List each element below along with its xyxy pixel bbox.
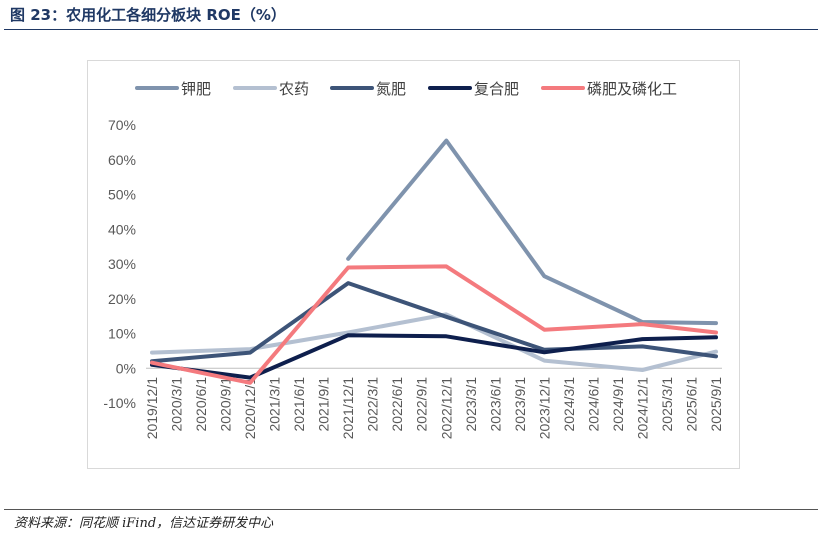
y-tick-label: 30%: [108, 256, 136, 272]
x-tick-label: 2023/12/1: [536, 377, 552, 439]
series-line: [346, 138, 718, 326]
y-tick-label: 20%: [108, 291, 136, 307]
x-tick-label: 2025/6/1: [683, 377, 699, 432]
series-line: [150, 312, 718, 372]
title-rule: [4, 29, 818, 30]
y-tick-label: 40%: [108, 221, 136, 237]
x-tick-label: 2020/9/1: [218, 377, 234, 432]
x-tick-label: 2022/3/1: [365, 377, 381, 432]
x-tick-label: 2020/12/1: [242, 377, 258, 439]
source-rule: [4, 509, 818, 510]
x-tick-label: 2023/3/1: [463, 377, 479, 432]
series-line: [150, 264, 718, 385]
y-tick-label: 0%: [116, 360, 136, 376]
legend-label: 农药: [279, 80, 309, 98]
x-tick-label: 2019/12/1: [144, 377, 160, 439]
series-line: [150, 281, 718, 364]
legend-label: 磷肥及磷化工: [587, 80, 677, 98]
y-tick-label: 10%: [108, 326, 136, 342]
y-axis-ticks: 70% 60% 50% 40% 30% 20% 10% 0% -10%: [103, 117, 136, 411]
x-tick-label: 2020/6/1: [193, 377, 209, 432]
x-tick-label: 2023/6/1: [487, 377, 503, 432]
legend-label: 复合肥: [474, 80, 519, 98]
legend-label: 钾肥: [181, 80, 211, 98]
x-tick-label: 2021/3/1: [267, 377, 283, 432]
x-tick-label: 2025/3/1: [659, 377, 675, 432]
x-tick-label: 2024/3/1: [561, 377, 577, 432]
y-tick-label: 50%: [108, 187, 136, 203]
x-tick-label: 2022/9/1: [414, 377, 430, 432]
x-tick-label: 2022/6/1: [389, 377, 405, 432]
chart-frame: [87, 60, 740, 469]
chart-legend: 钾肥 农药 氮肥 复合肥 磷肥及磷化工: [135, 80, 677, 98]
series-line: [150, 333, 718, 380]
x-tick-label: 2021/9/1: [316, 377, 332, 432]
x-tick-label: 2023/9/1: [512, 377, 528, 432]
x-tick-label: 2024/12/1: [634, 377, 650, 439]
series-lines: [150, 138, 718, 385]
x-axis-ticks: 2019/12/1 2020/3/1 2020/6/1 2020/9/1 2020/12…: [144, 377, 724, 440]
x-tick-label: 2024/9/1: [610, 377, 626, 432]
x-tick-label: 2024/6/1: [585, 377, 601, 432]
x-tick-label: 2025/9/1: [708, 377, 724, 432]
source-note: 资料来源：同花顺 iFind，信达证券研发中心: [14, 516, 274, 531]
y-tick-label: -10%: [103, 395, 136, 411]
figure-title: 图 23：农用化工各细分板块 ROE（%）: [10, 6, 286, 24]
y-tick-label: 70%: [108, 117, 136, 133]
x-tick-label: 2022/12/1: [438, 377, 454, 439]
legend-label: 氮肥: [376, 80, 406, 98]
x-tick-label: 2021/12/1: [340, 377, 356, 439]
x-tick-label: 2020/3/1: [169, 377, 185, 432]
y-tick-label: 60%: [108, 152, 136, 168]
x-tick-label: 2021/6/1: [291, 377, 307, 432]
